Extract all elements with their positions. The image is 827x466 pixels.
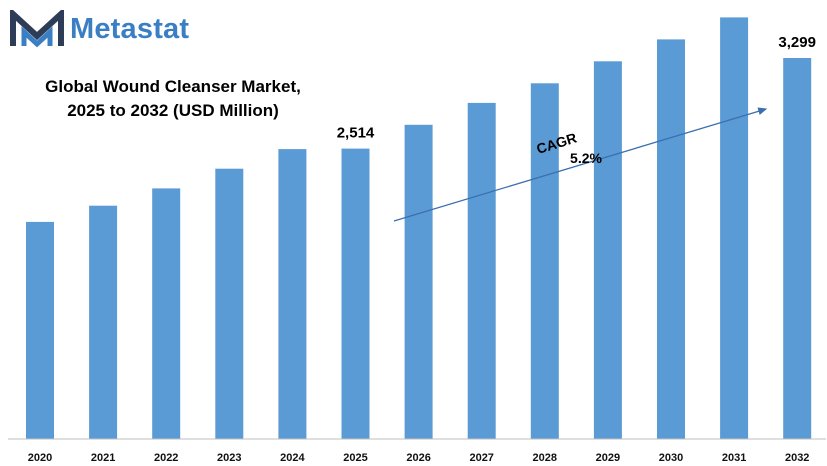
x-tick-2027: 2027 xyxy=(469,452,493,464)
x-tick-2022: 2022 xyxy=(154,452,178,464)
data-label-2025: 2,514 xyxy=(337,125,375,142)
bar-2032 xyxy=(783,58,812,439)
bar-2028 xyxy=(530,83,559,440)
bar-2023 xyxy=(215,168,244,439)
x-tick-2031: 2031 xyxy=(722,452,746,464)
x-tick-2024: 2024 xyxy=(280,452,305,464)
brand-name: Metastat xyxy=(70,12,190,45)
cagr-value: 5.2% xyxy=(570,150,602,166)
x-tick-2029: 2029 xyxy=(596,452,620,464)
x-tick-2028: 2028 xyxy=(533,452,557,464)
metastat-m-logo-icon xyxy=(10,10,64,48)
bar-2021 xyxy=(89,205,118,439)
bar-2026 xyxy=(404,124,433,440)
x-tick-2020: 2020 xyxy=(28,452,52,464)
x-tick-2025: 2025 xyxy=(343,452,367,464)
x-tick-2026: 2026 xyxy=(406,452,430,464)
bar-2027 xyxy=(467,102,496,440)
bar-2029 xyxy=(593,61,622,440)
bar-2030 xyxy=(657,39,685,440)
bar-2031 xyxy=(720,17,749,440)
data-label-2032: 3,299 xyxy=(778,34,816,51)
bar-2020 xyxy=(26,221,54,439)
bar-2022 xyxy=(152,188,181,439)
chart-title-line-1: Global Wound Cleanser Market, xyxy=(45,77,301,96)
x-tick-2023: 2023 xyxy=(217,452,241,464)
chart-title: Global Wound Cleanser Market, 2025 to 20… xyxy=(18,75,328,123)
brand-logo: Metastat xyxy=(10,8,189,50)
x-tick-2030: 2030 xyxy=(659,452,683,464)
cagr-arrow xyxy=(393,107,768,222)
bar-2025 xyxy=(341,148,370,439)
bar-2024 xyxy=(278,149,307,439)
x-tick-2021: 2021 xyxy=(91,452,115,464)
chart-title-line-2: 2025 to 2032 (USD Million) xyxy=(67,101,279,120)
x-tick-2032: 2032 xyxy=(785,452,809,464)
